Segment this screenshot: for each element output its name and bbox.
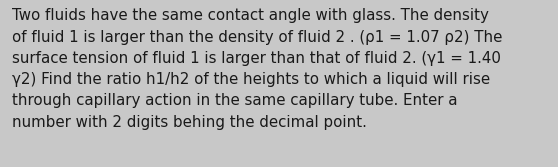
Text: Two fluids have the same contact angle with glass. The density
of fluid 1 is lar: Two fluids have the same contact angle w… <box>12 8 503 130</box>
